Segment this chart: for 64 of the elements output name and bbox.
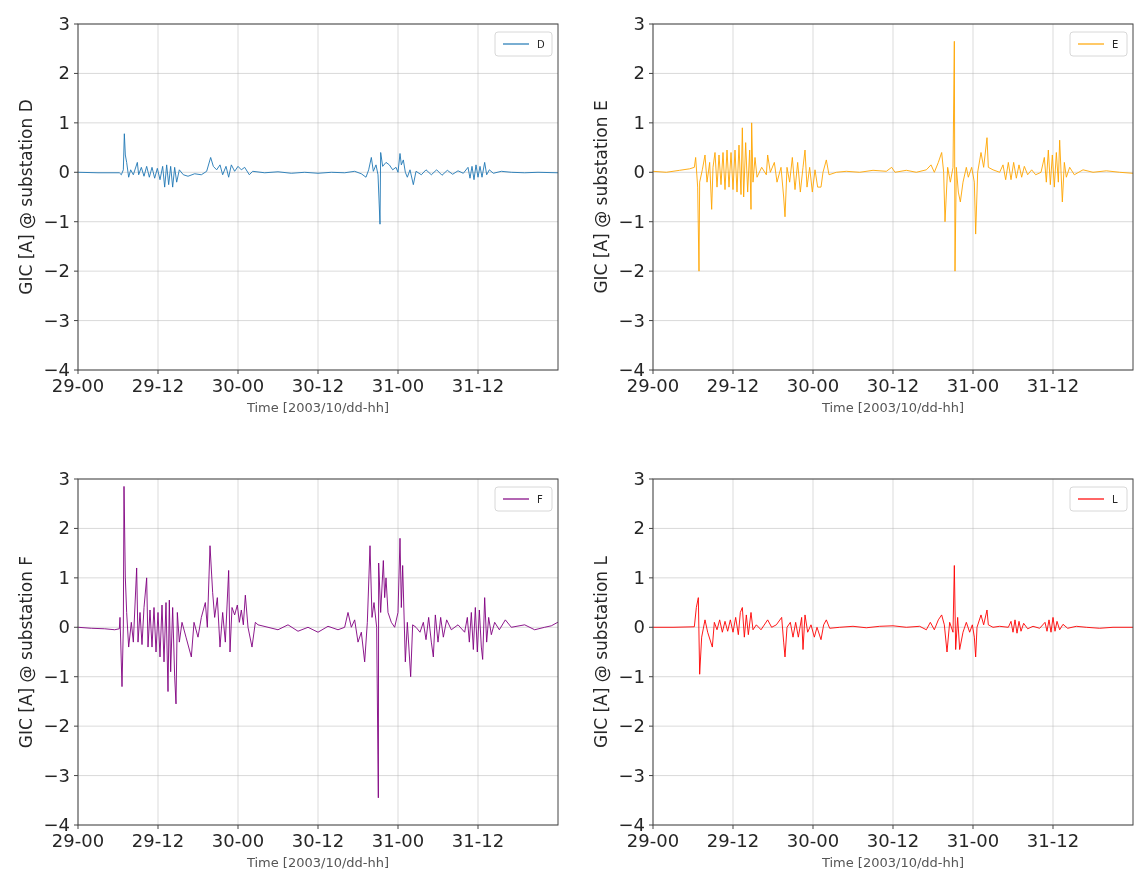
y-tick-label: 0 (633, 161, 645, 183)
x-tick-label: 29-12 (131, 375, 185, 396)
y-tick-label: −2 (618, 715, 645, 737)
y-tick-label: 2 (58, 517, 70, 539)
y-tick-label: −1 (618, 210, 645, 232)
x-tick-label: 31-00 (371, 375, 425, 396)
y-tick-label: 0 (58, 161, 70, 183)
line-series (652, 40, 1134, 272)
line-series (652, 565, 1134, 675)
x-tick-label: 29-12 (706, 830, 760, 851)
x-tick-label: 30-00 (786, 830, 840, 851)
y-tick-label: 3 (58, 468, 70, 489)
line-series (77, 485, 559, 799)
legend-label: D (537, 39, 545, 50)
x-tick-label: 30-12 (291, 830, 345, 851)
x-tick-label: 29-12 (131, 830, 185, 851)
x-tick-label: 31-12 (1026, 830, 1080, 851)
x-tick-label: 31-12 (1026, 375, 1080, 396)
y-tick-label: 0 (633, 616, 645, 638)
x-tick-label: 29-12 (706, 375, 760, 396)
y-tick-label: 0 (58, 616, 70, 638)
y-tick-label: −3 (618, 764, 645, 786)
x-tick-label: 30-12 (291, 375, 345, 396)
y-tick-label: −1 (43, 665, 70, 687)
y-axis-title: GIC [A] @ substation E (591, 100, 611, 294)
x-tick-label: 31-00 (946, 375, 1000, 396)
y-tick-label: 1 (58, 566, 70, 588)
legend-label: E (1112, 39, 1119, 50)
y-tick-label: 2 (58, 62, 70, 84)
y-tick-label: 1 (633, 111, 645, 133)
x-tick-label: 30-00 (211, 375, 265, 396)
x-axis-title: Time [2003/10/dd-hh] (245, 400, 390, 415)
y-tick-label: 2 (633, 62, 645, 84)
y-axis-title: GIC [A] @ substation L (591, 555, 611, 748)
y-tick-label: 2 (633, 517, 645, 539)
y-tick-label: 1 (633, 566, 645, 588)
y-tick-label: −2 (43, 715, 70, 737)
x-tick-label: 30-00 (786, 375, 840, 396)
x-tick-label: 31-00 (371, 830, 425, 851)
line-series (77, 133, 559, 225)
x-tick-label: 31-12 (451, 830, 505, 851)
legend-label: F (537, 494, 543, 505)
x-tick-label: 31-00 (946, 830, 1000, 851)
y-tick-label: 3 (58, 13, 70, 34)
y-tick-label: −1 (618, 665, 645, 687)
y-tick-label: −1 (43, 210, 70, 232)
x-tick-label: 30-12 (866, 375, 920, 396)
y-axis-title: GIC [A] @ substation D (16, 99, 36, 295)
y-tick-label: −3 (43, 309, 70, 331)
x-tick-label: 31-12 (451, 375, 505, 396)
y-tick-label: 1 (58, 111, 70, 133)
y-tick-label: −2 (43, 260, 70, 282)
y-tick-label: −3 (43, 764, 70, 786)
x-axis-title: Time [2003/10/dd-hh] (245, 855, 390, 870)
y-tick-label: −2 (618, 260, 645, 282)
y-axis-title: GIC [A] @ substation F (16, 555, 36, 749)
y-tick-label: −3 (618, 309, 645, 331)
y-tick-label: 3 (633, 13, 645, 34)
x-tick-label: 30-12 (866, 830, 920, 851)
legend-label: L (1112, 494, 1118, 505)
y-tick-label: 3 (633, 468, 645, 489)
x-axis-title: Time [2003/10/dd-hh] (820, 855, 965, 870)
x-axis-title: Time [2003/10/dd-hh] (820, 400, 965, 415)
x-tick-label: 30-00 (211, 830, 265, 851)
